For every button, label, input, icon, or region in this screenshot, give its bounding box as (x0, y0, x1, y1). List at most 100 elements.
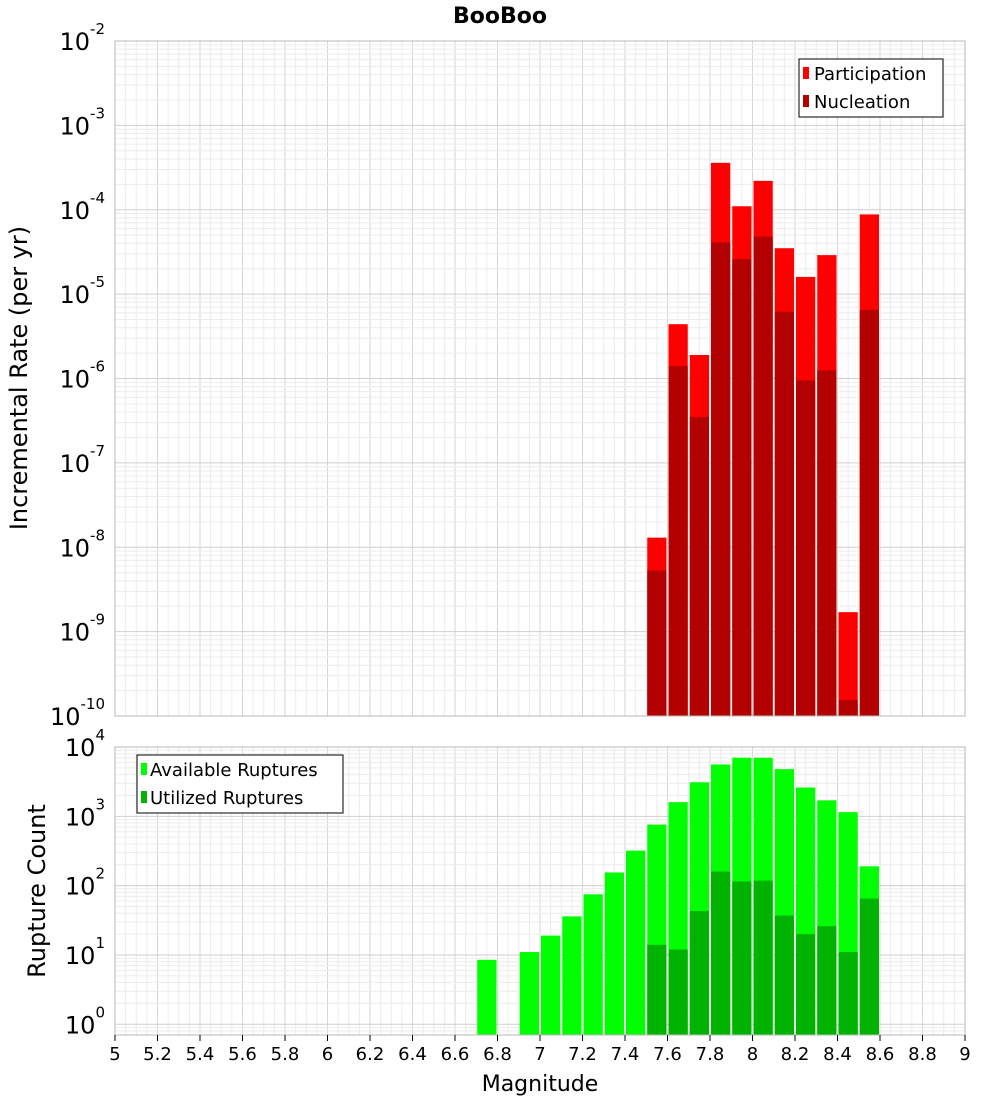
y-tick-exponent: 0 (95, 1003, 105, 1021)
bar-available-ruptures-6_75 (477, 959, 497, 1035)
y-tick-exponent: -7 (90, 442, 105, 460)
rupture-plot-legend-box (136, 754, 344, 814)
y-tick-label: 101 (65, 934, 105, 970)
bar-utilized-ruptures-7_95 (732, 881, 752, 1035)
x-tick-label: 7.6 (653, 1044, 682, 1065)
x-tick-label: 5 (109, 1044, 120, 1065)
bar-utilized-ruptures-7_75 (689, 911, 709, 1035)
y-tick-base: 10 (59, 450, 90, 478)
bar-available-ruptures-7_05 (541, 935, 561, 1035)
y-tick-label: 10-7 (59, 442, 105, 478)
bar-available-ruptures-7_15 (562, 916, 582, 1035)
y-tick-label: 10-2 (59, 20, 105, 56)
y-tick-exponent: 3 (95, 795, 105, 813)
rupture-plot-y-axis-label: Rupture Count (23, 804, 51, 978)
x-tick-label: 7.2 (568, 1044, 597, 1065)
y-tick-base: 10 (59, 366, 90, 394)
bar-utilized-ruptures-8_05 (753, 880, 773, 1035)
x-tick-label: 6.6 (441, 1044, 470, 1065)
bar-utilized-ruptures-7_65 (668, 949, 688, 1035)
legend-label-available-ruptures: Available Ruptures (150, 760, 318, 781)
bar-available-ruptures-7_25 (583, 894, 603, 1035)
x-tick-label: 8.6 (866, 1044, 895, 1065)
y-tick-exponent: -4 (90, 189, 105, 207)
x-tick-label: 5.6 (228, 1044, 257, 1065)
x-tick-label: 9 (959, 1044, 970, 1065)
x-tick-label: 7 (534, 1044, 545, 1065)
chart-title: BooBoo (453, 4, 547, 29)
y-tick-label: 10-6 (59, 358, 105, 394)
bar-utilized-ruptures-8_55 (859, 898, 879, 1035)
bar-utilized-ruptures-8_25 (796, 934, 816, 1035)
x-tick-label: 6 (322, 1044, 333, 1065)
legend-label-nucleation: Nucleation (814, 92, 910, 113)
x-tick-label: 5.8 (271, 1044, 300, 1065)
y-tick-label: 10-9 (59, 611, 105, 647)
x-tick-label: 8.4 (823, 1044, 852, 1065)
x-tick-label: 5.2 (143, 1044, 172, 1065)
y-tick-base: 10 (59, 112, 90, 140)
x-axis-ticks: 5 5.2 5.4 5.6 5.8 6 6.2 6.4 6.6 6.8 7 7.2 7.4 7.6 7.8 8… (109, 1035, 971, 1065)
y-tick-base: 10 (59, 28, 90, 56)
bar-nucleation-7_95 (732, 259, 752, 716)
bar-nucleation-7_75 (689, 416, 709, 716)
y-tick-base: 10 (59, 619, 90, 647)
y-tick-label: 10-4 (59, 189, 105, 225)
x-tick-label: 7.8 (696, 1044, 725, 1065)
y-tick-label: 104 (65, 726, 105, 762)
x-tick-label: 6.4 (398, 1044, 427, 1065)
y-tick-label: 103 (65, 795, 105, 831)
y-tick-base: 10 (59, 281, 90, 309)
y-tick-label: 10-5 (59, 273, 105, 309)
bar-nucleation-7_65 (668, 366, 688, 716)
y-tick-exponent: 4 (95, 726, 105, 744)
y-tick-label: 102 (65, 865, 105, 901)
bar-nucleation-7_55 (647, 570, 667, 716)
y-tick-base: 10 (65, 734, 96, 762)
rate-plot-frame (114, 40, 966, 717)
y-tick-exponent: 1 (95, 934, 105, 952)
rupture-plot-legend: Available Ruptures Utilized Ruptures (136, 754, 344, 814)
bar-nucleation-8_45 (838, 699, 858, 716)
x-tick-label: 8 (747, 1044, 758, 1065)
legend-swatch-available-ruptures (141, 763, 147, 775)
bar-utilized-ruptures-8_15 (774, 915, 794, 1035)
y-tick-exponent: -10 (81, 695, 106, 713)
y-tick-exponent: 2 (95, 865, 105, 883)
y-tick-base: 10 (59, 197, 90, 225)
y-tick-exponent: -6 (90, 358, 105, 376)
rate-plot-grid (114, 41, 966, 717)
bar-nucleation-7_85 (711, 242, 731, 716)
legend-swatch-nucleation (803, 95, 809, 107)
bar-nucleation-8_25 (796, 380, 816, 716)
y-tick-base: 10 (65, 803, 96, 831)
rupture-plot-bars (477, 757, 879, 1035)
x-tick-label: 8.2 (781, 1044, 810, 1065)
y-tick-exponent: -9 (90, 611, 105, 629)
y-tick-exponent: -8 (90, 526, 105, 544)
y-tick-exponent: -2 (90, 20, 105, 38)
x-tick-label: 8.8 (908, 1044, 937, 1065)
rate-plot-legend-box (798, 58, 944, 118)
y-tick-label: 100 (65, 1003, 105, 1039)
bar-available-ruptures-6_95 (519, 952, 539, 1035)
x-tick-label: 6.8 (483, 1044, 512, 1065)
rate-plot-bars (647, 162, 879, 717)
rate-plot-legend: Participation Nucleation (798, 58, 944, 118)
bar-available-ruptures-7_35 (604, 872, 624, 1035)
bar-utilized-ruptures-8_35 (817, 926, 837, 1035)
y-tick-label: 10-10 (50, 695, 105, 731)
legend-label-participation: Participation (814, 64, 926, 85)
bar-nucleation-8_35 (817, 370, 837, 716)
bar-utilized-ruptures-7_85 (711, 871, 731, 1035)
bar-nucleation-8_55 (859, 309, 879, 716)
rate-plot-y-axis-label: Incremental Rate (per yr) (5, 226, 33, 530)
y-tick-base: 10 (65, 1011, 96, 1039)
y-tick-base: 10 (65, 942, 96, 970)
x-tick-label: 6.2 (356, 1044, 385, 1065)
